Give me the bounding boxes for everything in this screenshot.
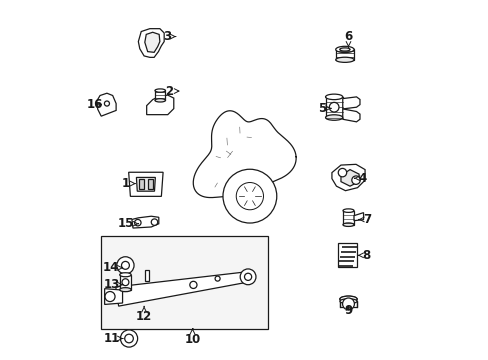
Text: 16: 16	[86, 98, 102, 111]
Bar	[120, 275, 131, 290]
Bar	[339, 301, 356, 307]
Circle shape	[105, 292, 115, 302]
Polygon shape	[128, 172, 163, 196]
Circle shape	[134, 220, 141, 226]
Circle shape	[244, 273, 251, 280]
Circle shape	[117, 257, 134, 274]
Circle shape	[120, 330, 137, 347]
Text: 10: 10	[184, 329, 200, 346]
Polygon shape	[342, 97, 359, 109]
Text: 9: 9	[344, 305, 352, 318]
Text: 12: 12	[136, 306, 152, 324]
Text: 1: 1	[122, 177, 135, 190]
Bar	[147, 180, 152, 189]
Polygon shape	[116, 272, 248, 306]
Bar	[325, 97, 342, 117]
Circle shape	[328, 102, 338, 112]
Ellipse shape	[339, 296, 356, 302]
Ellipse shape	[339, 296, 356, 302]
Text: 15: 15	[118, 217, 138, 230]
Bar	[338, 243, 356, 267]
Bar	[144, 270, 149, 281]
Text: 8: 8	[357, 249, 370, 262]
Ellipse shape	[335, 46, 353, 53]
Bar	[155, 91, 165, 100]
Bar	[335, 49, 353, 60]
Circle shape	[104, 101, 109, 106]
Text: 2: 2	[165, 85, 179, 98]
Ellipse shape	[155, 99, 165, 102]
Ellipse shape	[120, 288, 131, 292]
Text: 11: 11	[103, 332, 122, 345]
Polygon shape	[353, 213, 363, 221]
Ellipse shape	[325, 115, 342, 120]
Bar	[139, 180, 144, 189]
Polygon shape	[342, 109, 359, 122]
Circle shape	[121, 261, 129, 269]
Text: 7: 7	[358, 213, 370, 226]
Polygon shape	[331, 164, 365, 191]
Text: 14: 14	[102, 261, 122, 274]
Polygon shape	[136, 177, 155, 191]
Circle shape	[122, 279, 129, 285]
Ellipse shape	[325, 94, 342, 100]
Ellipse shape	[155, 89, 165, 92]
Ellipse shape	[335, 57, 353, 62]
Polygon shape	[193, 111, 296, 198]
Circle shape	[189, 281, 197, 288]
Ellipse shape	[120, 273, 131, 277]
Polygon shape	[138, 29, 164, 57]
Circle shape	[124, 334, 133, 343]
Polygon shape	[146, 95, 173, 115]
Ellipse shape	[342, 223, 353, 226]
Text: 6: 6	[344, 30, 352, 47]
Circle shape	[223, 169, 276, 223]
Ellipse shape	[339, 48, 349, 51]
Circle shape	[351, 176, 360, 184]
Polygon shape	[97, 93, 116, 116]
Text: 3: 3	[163, 30, 175, 43]
Circle shape	[338, 168, 346, 177]
Text: 13: 13	[103, 278, 122, 291]
Polygon shape	[104, 289, 122, 305]
Circle shape	[151, 219, 158, 225]
Polygon shape	[340, 170, 358, 186]
Circle shape	[240, 269, 255, 285]
Ellipse shape	[339, 299, 356, 303]
Text: 4: 4	[354, 172, 366, 185]
Circle shape	[236, 183, 263, 210]
Bar	[101, 235, 267, 329]
Polygon shape	[132, 216, 159, 228]
Circle shape	[215, 276, 220, 281]
Ellipse shape	[342, 209, 353, 212]
Bar	[342, 211, 353, 225]
Text: 5: 5	[318, 102, 330, 115]
Circle shape	[342, 298, 354, 310]
Polygon shape	[144, 32, 160, 52]
